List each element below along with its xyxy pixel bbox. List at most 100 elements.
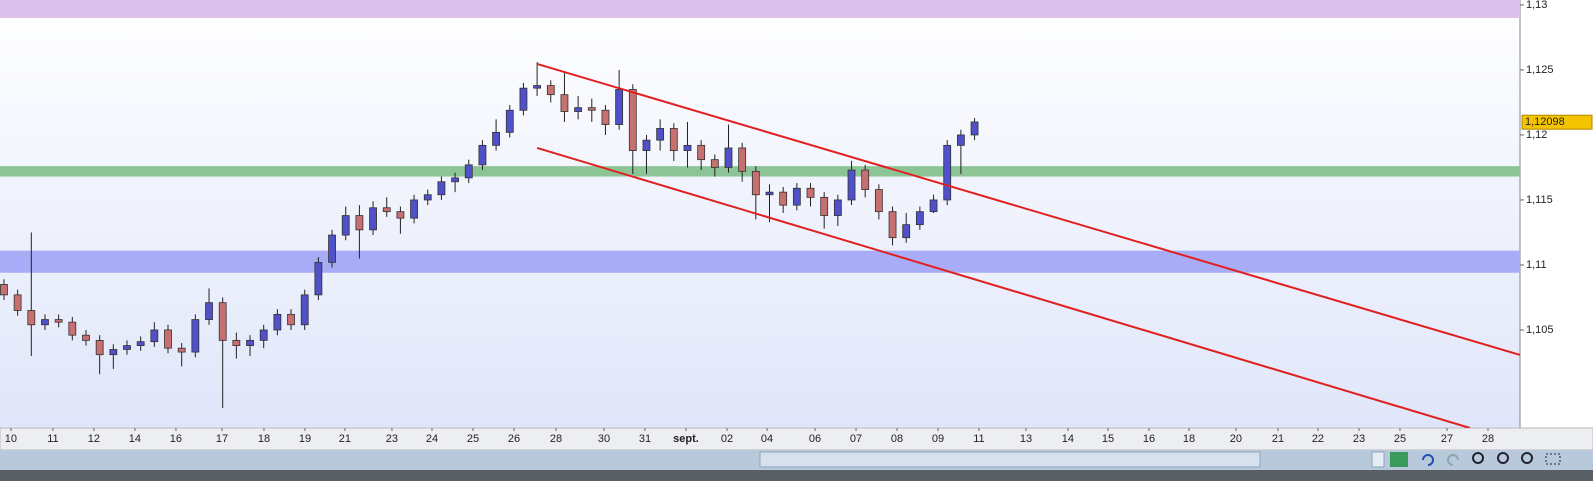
candle-body — [95, 339, 104, 356]
candle-body — [956, 134, 965, 146]
candle-body — [519, 87, 528, 111]
candle-body — [205, 302, 213, 320]
candle-body — [587, 107, 596, 111]
candle-body — [164, 329, 172, 349]
x-tick-label: 11 — [973, 433, 984, 445]
x-tick-label: sept. — [673, 433, 699, 445]
x-tick-label: 07 — [850, 433, 862, 445]
candle-body — [27, 310, 36, 326]
candle-body — [136, 341, 145, 346]
last-price-box — [1521, 114, 1593, 130]
candle-body — [355, 215, 364, 231]
candle-body — [423, 194, 432, 201]
candle-body — [464, 164, 473, 179]
candle-body — [410, 199, 418, 219]
zone — [0, 0, 1520, 18]
candle-body — [656, 128, 665, 141]
candle-body — [642, 139, 651, 151]
x-tick-label: 09 — [932, 433, 944, 445]
zoom-fit-icon[interactable] — [1472, 452, 1484, 464]
x-tick-label: 14 — [129, 433, 141, 445]
tool-icon[interactable] — [1390, 452, 1408, 467]
scroll-button[interactable] — [1371, 451, 1385, 468]
candle-body — [328, 234, 336, 263]
x-tick-label: 21 — [339, 433, 351, 445]
candle-body — [259, 329, 268, 341]
candle-body — [232, 339, 241, 346]
candle-body — [861, 169, 870, 190]
x-tick-label: 08 — [891, 433, 903, 445]
candle-body — [915, 211, 924, 226]
candle-body — [738, 147, 747, 172]
candle-body — [314, 261, 323, 296]
candle-body — [41, 319, 49, 326]
x-tick-label: 04 — [761, 433, 773, 445]
candle-body — [218, 302, 227, 341]
x-tick-label: 02 — [721, 433, 733, 445]
candle-body — [273, 313, 282, 331]
candle-body — [546, 85, 555, 96]
candle-body — [669, 128, 678, 151]
status-bar — [0, 470, 1593, 481]
candle-body — [451, 177, 459, 183]
y-tick-label: 1,13 — [1526, 0, 1547, 11]
candle-body — [806, 187, 815, 198]
candle-body — [478, 144, 487, 166]
candle-body — [123, 345, 131, 350]
x-tick-label: 25 — [1394, 433, 1406, 445]
candle-body — [601, 109, 610, 125]
candle-body — [560, 94, 569, 112]
x-tick-label: 22 — [1312, 433, 1324, 445]
y-axis-panel — [1520, 0, 1593, 428]
zoom-out-icon[interactable] — [1497, 452, 1509, 464]
x-tick-label: 10 — [5, 433, 17, 445]
candle-body — [751, 170, 760, 196]
y-tick-label: 1,115 — [1526, 194, 1553, 206]
candle-body — [300, 294, 309, 326]
candle-body — [437, 181, 446, 196]
candle-body — [683, 144, 692, 151]
candle-body — [82, 334, 90, 341]
scroll-thumb[interactable] — [759, 451, 1261, 468]
x-tick-label: 13 — [1020, 433, 1032, 445]
zoom-in-icon[interactable] — [1521, 452, 1533, 464]
x-tick-label: 25 — [467, 433, 479, 445]
candle-body — [0, 284, 8, 296]
trend-line — [536, 146, 1471, 428]
candle-body — [68, 321, 77, 336]
candle-body — [533, 85, 542, 89]
candle-body — [246, 339, 254, 346]
zone — [0, 166, 1520, 177]
x-tick-label: 14 — [1062, 433, 1074, 445]
x-tick-label: 12 — [88, 433, 100, 445]
candle-body — [724, 147, 733, 168]
candle-body — [54, 319, 63, 323]
x-tick-label: 24 — [426, 433, 438, 445]
x-tick-label: 18 — [1183, 433, 1195, 445]
x-tick-label: 21 — [1272, 433, 1284, 445]
candle-body — [505, 109, 514, 133]
undo-icon[interactable] — [1422, 454, 1434, 466]
x-tick-label: 19 — [299, 433, 311, 445]
candle-body — [710, 159, 719, 168]
last-price-label: 1,12098 — [1525, 116, 1565, 128]
x-tick-label: 31 — [639, 433, 651, 445]
candle-body — [191, 319, 200, 353]
candle-body — [792, 187, 801, 206]
candle-body — [574, 107, 583, 112]
candle-body — [177, 347, 186, 353]
candle-body — [341, 215, 350, 236]
x-tick-label: 26 — [508, 433, 520, 445]
candle-body — [396, 211, 405, 219]
candle-body — [628, 89, 637, 151]
x-tick-label: 20 — [1230, 433, 1242, 445]
redo-icon[interactable] — [1447, 454, 1459, 466]
zone — [0, 250, 1520, 273]
candle-body — [847, 169, 856, 201]
x-tick-label: 30 — [598, 433, 610, 445]
y-tick-label: 1,125 — [1526, 64, 1554, 76]
x-tick-label: 27 — [1441, 433, 1453, 445]
x-tick-label: 28 — [550, 433, 562, 445]
candle-body — [943, 144, 952, 201]
